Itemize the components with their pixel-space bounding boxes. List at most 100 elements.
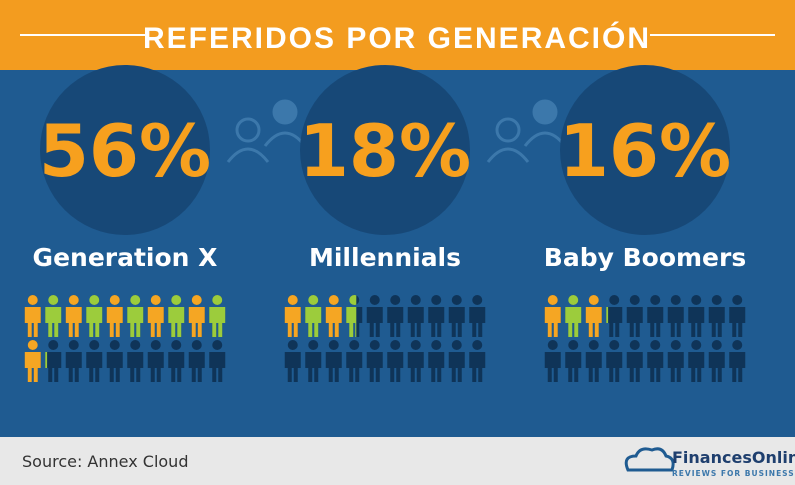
person-head [369, 340, 380, 350]
person-body [284, 352, 301, 382]
value-circle [560, 65, 730, 235]
value-label: 16% [559, 109, 731, 193]
person-body [565, 307, 582, 337]
person-head [191, 295, 202, 305]
person-body [366, 352, 383, 382]
person-body [325, 307, 342, 337]
person-head [150, 295, 161, 305]
person-body [86, 352, 103, 382]
person-head [670, 295, 681, 305]
person-head [451, 340, 462, 350]
person-head [212, 295, 223, 305]
person-head [711, 295, 722, 305]
footer [0, 437, 795, 485]
person-body [428, 352, 445, 382]
pictograph-fill [284, 295, 357, 337]
person-body [708, 352, 725, 382]
source: Source: Annex Cloud [22, 452, 188, 471]
person-head [48, 340, 59, 350]
person-head [568, 295, 579, 305]
person-body [407, 307, 424, 337]
person-head [48, 295, 59, 305]
person-head [732, 340, 743, 350]
person-body [168, 307, 185, 337]
person-body [24, 307, 41, 337]
person-body [305, 352, 322, 382]
person-body [626, 352, 643, 382]
brand-tagline: REVIEWS FOR BUSINESS [672, 469, 795, 478]
person-body [647, 352, 664, 382]
person-head [568, 340, 579, 350]
value-label: 56% [39, 109, 211, 193]
person-body [448, 352, 465, 382]
person-body [544, 307, 561, 337]
generation-group: 18% Millennials [284, 65, 486, 382]
person-head [308, 295, 319, 305]
person-body [209, 307, 226, 337]
value-circle [40, 65, 210, 235]
person-head [650, 295, 661, 305]
person-body [346, 307, 357, 337]
person-head [171, 295, 182, 305]
person-body [366, 307, 383, 337]
person-head [431, 295, 442, 305]
person-body [729, 307, 746, 337]
person-body [147, 307, 164, 337]
person-body [565, 352, 582, 382]
person-head [732, 295, 743, 305]
person-body [428, 307, 445, 337]
person-head [390, 340, 401, 350]
person-body [127, 307, 144, 337]
chart-title: REFERIDOS POR GENERACIÓN [143, 21, 651, 55]
person-head [328, 340, 339, 350]
person-body [209, 352, 226, 382]
person-head [629, 295, 640, 305]
person-body [708, 307, 725, 337]
person-body [647, 307, 664, 337]
person-head [328, 295, 339, 305]
person-head [191, 340, 202, 350]
category-label: Generation X [33, 243, 218, 272]
person-body [106, 307, 123, 337]
person-head [287, 295, 298, 305]
logo: FinancesOnline REVIEWS FOR BUSINESS [624, 447, 795, 478]
person-head [670, 340, 681, 350]
person-head [650, 340, 661, 350]
person-head [68, 295, 79, 305]
person-body [387, 307, 404, 337]
person-head [109, 295, 120, 305]
person-head [410, 340, 421, 350]
person-body [284, 307, 301, 337]
person-body [127, 352, 144, 382]
person-body [188, 352, 205, 382]
person-head [212, 340, 223, 350]
person-body [667, 352, 684, 382]
person-body [626, 307, 643, 337]
person-head [150, 340, 161, 350]
person-head [27, 340, 38, 350]
generation-group: 56% Generation X [24, 65, 226, 382]
person-body [729, 352, 746, 382]
person-head [547, 340, 558, 350]
category-label: Millennials [309, 243, 461, 272]
person-body [544, 352, 561, 382]
person-body [585, 307, 602, 337]
person-body [45, 352, 62, 382]
person-body [387, 352, 404, 382]
person-body [168, 352, 185, 382]
person-head [547, 295, 558, 305]
person-head [287, 340, 298, 350]
person-body [606, 307, 623, 337]
person-body [65, 307, 82, 337]
person-body [65, 352, 82, 382]
person-body [448, 307, 465, 337]
person-head [629, 340, 640, 350]
person-body [24, 352, 41, 382]
person-head [588, 295, 599, 305]
person-head [349, 295, 357, 305]
person-head [451, 295, 462, 305]
generation-group: 16% Baby Boomers [544, 65, 746, 382]
person-body [147, 352, 164, 382]
person-body [469, 352, 486, 382]
